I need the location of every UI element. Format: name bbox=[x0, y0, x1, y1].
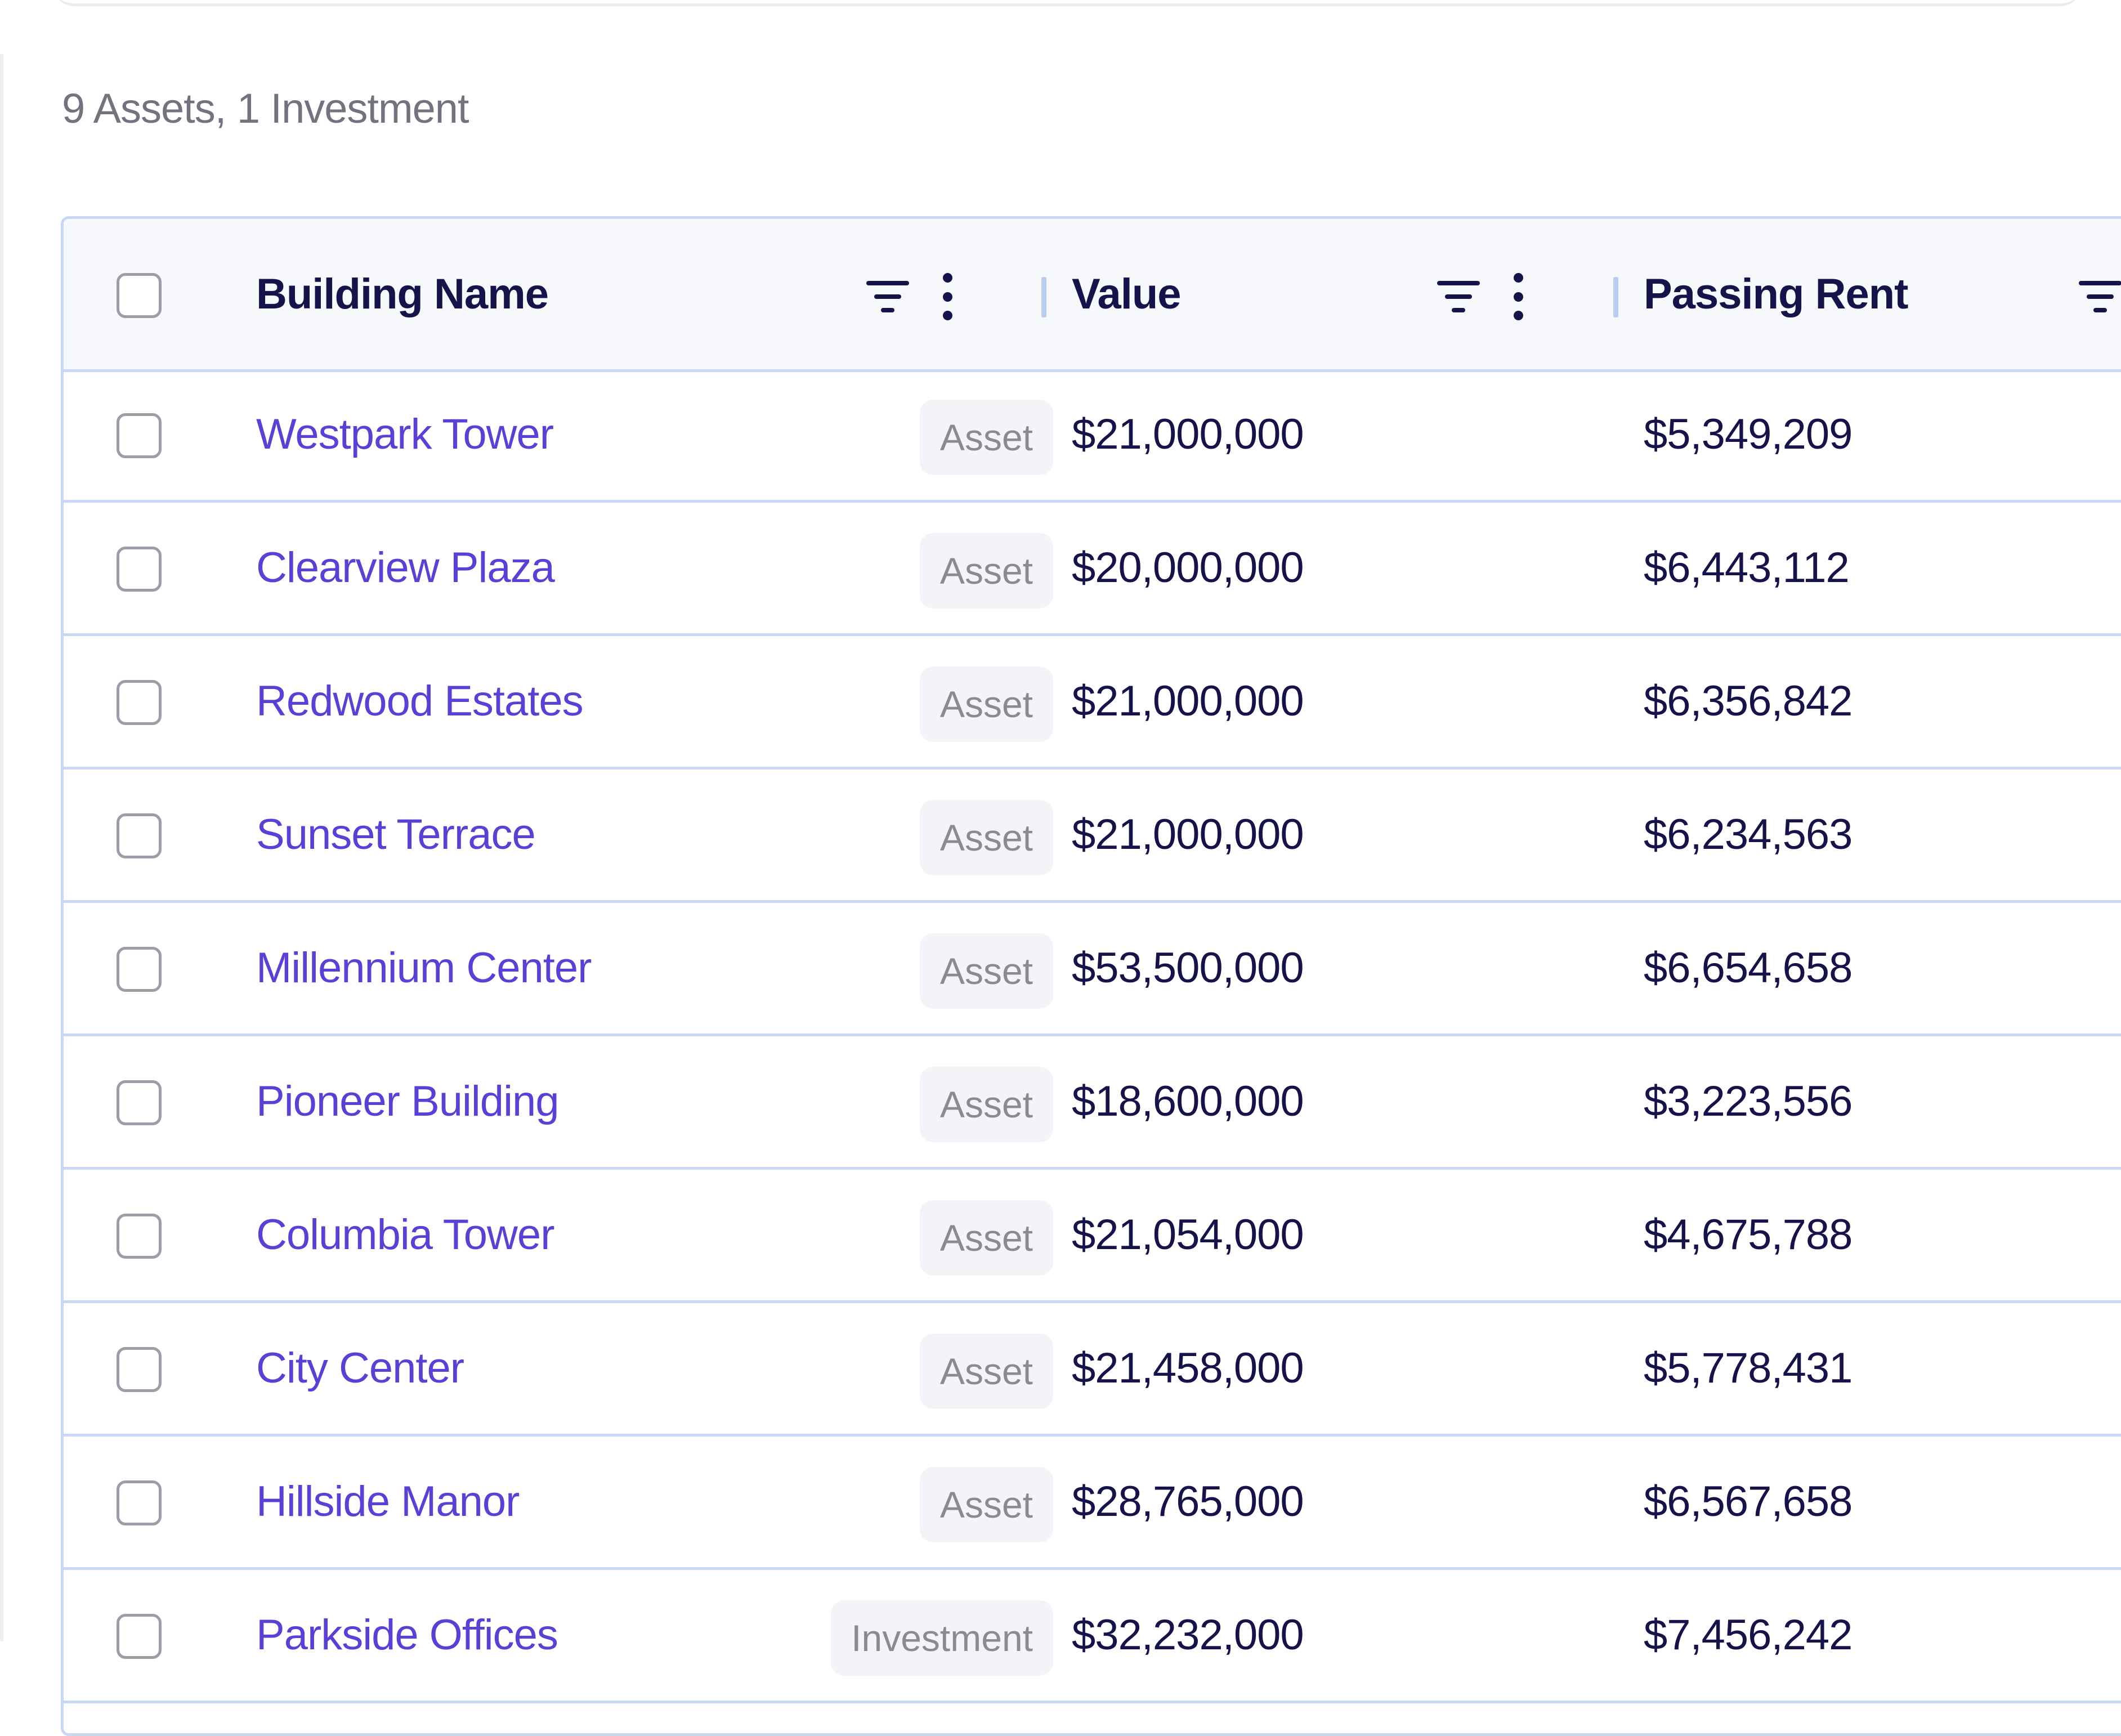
row-checkbox[interactable] bbox=[117, 1614, 162, 1659]
building-name-link[interactable]: Columbia Tower bbox=[256, 1211, 555, 1259]
passing-rent-cell: $6,356,842 bbox=[1644, 677, 1852, 725]
building-name-link[interactable]: Millennium Center bbox=[256, 944, 592, 992]
filter-icon[interactable] bbox=[1437, 280, 1480, 314]
value-cell: $32,232,000 bbox=[1072, 1611, 1304, 1659]
passing-rent-cell: $6,654,658 bbox=[1644, 944, 1852, 992]
building-name-link[interactable]: Clearview Plaza bbox=[256, 544, 555, 592]
passing-rent-cell: $7,456,242 bbox=[1644, 1611, 1852, 1659]
table-row[interactable]: Redwood Estates Asset $21,000,000 $6,356… bbox=[64, 636, 2121, 769]
table-row[interactable]: Columbia Tower Asset $21,054,000 $4,675,… bbox=[64, 1170, 2121, 1303]
table-header-row: Building Name Value Passing Rent bbox=[64, 219, 2121, 372]
passing-rent-cell: $5,778,431 bbox=[1644, 1344, 1852, 1392]
type-badge: Asset bbox=[919, 1467, 1053, 1542]
row-checkbox[interactable] bbox=[117, 680, 162, 725]
results-summary: 9 Assets, 1 Investment bbox=[62, 85, 469, 132]
type-badge-container: Asset bbox=[683, 1036, 1053, 1167]
table-row[interactable]: Clearview Plaza Asset $20,000,000 $6,443… bbox=[64, 503, 2121, 636]
type-badge-container: Asset bbox=[683, 769, 1053, 900]
type-badge: Asset bbox=[919, 533, 1053, 609]
building-name-link[interactable]: Pioneer Building bbox=[256, 1077, 559, 1125]
type-badge: Asset bbox=[919, 666, 1053, 742]
value-cell: $21,000,000 bbox=[1072, 811, 1304, 858]
row-checkbox[interactable] bbox=[117, 813, 162, 858]
value-cell: $21,000,000 bbox=[1072, 410, 1304, 458]
value-cell: $21,458,000 bbox=[1072, 1344, 1304, 1392]
type-badge-container: Asset bbox=[683, 903, 1053, 1033]
type-badge-container: Asset bbox=[683, 1303, 1053, 1434]
type-badge-container: Asset bbox=[683, 636, 1053, 767]
row-checkbox[interactable] bbox=[117, 1080, 162, 1125]
type-badge: Asset bbox=[919, 400, 1053, 475]
type-badge: Asset bbox=[919, 933, 1053, 1009]
building-name-link[interactable]: City Center bbox=[256, 1344, 464, 1392]
type-badge: Asset bbox=[919, 1334, 1053, 1409]
row-checkbox[interactable] bbox=[117, 1480, 162, 1525]
passing-rent-cell: $6,567,658 bbox=[1644, 1478, 1852, 1525]
panel-left-border bbox=[0, 54, 3, 1641]
row-checkbox[interactable] bbox=[117, 413, 162, 458]
value-cell: $28,765,000 bbox=[1072, 1478, 1304, 1525]
value-cell: $53,500,000 bbox=[1072, 944, 1304, 992]
type-badge: Asset bbox=[919, 800, 1053, 875]
vertical-dots-menu-icon[interactable] bbox=[939, 273, 956, 320]
table-row[interactable]: Millennium Center Asset $53,500,000 $6,6… bbox=[64, 903, 2121, 1036]
column-resize-handle[interactable] bbox=[1613, 277, 1618, 317]
type-badge: Investment bbox=[831, 1600, 1053, 1676]
type-badge: Asset bbox=[919, 1200, 1053, 1276]
type-badge: Asset bbox=[919, 1067, 1053, 1142]
building-name-link[interactable]: Hillside Manor bbox=[256, 1478, 520, 1525]
filter-icon[interactable] bbox=[2079, 280, 2121, 314]
type-badge-container: Asset bbox=[683, 369, 1053, 500]
passing-rent-cell: $5,349,209 bbox=[1644, 410, 1852, 458]
row-checkbox[interactable] bbox=[117, 547, 162, 592]
table-row[interactable]: Sunset Terrace Asset $21,000,000 $6,234,… bbox=[64, 769, 2121, 903]
type-badge-container: Asset bbox=[683, 503, 1053, 633]
passing-rent-cell: $6,443,112 bbox=[1644, 544, 1850, 592]
column-resize-handle[interactable] bbox=[1041, 277, 1046, 317]
building-name-link[interactable]: Redwood Estates bbox=[256, 677, 584, 725]
select-all-checkbox[interactable] bbox=[117, 273, 162, 318]
column-header-building-name[interactable]: Building Name bbox=[256, 270, 549, 318]
row-checkbox[interactable] bbox=[117, 1347, 162, 1392]
previous-card-edge bbox=[54, 0, 2080, 6]
table-row[interactable]: Hillside Manor Asset $28,765,000 $6,567,… bbox=[64, 1437, 2121, 1570]
table-row[interactable]: Parkside Offices Investment $32,232,000 … bbox=[64, 1570, 2121, 1703]
table-row[interactable]: Westpark Tower Asset $21,000,000 $5,349,… bbox=[64, 369, 2121, 503]
value-cell: $21,000,000 bbox=[1072, 677, 1304, 725]
column-header-passing-rent[interactable]: Passing Rent bbox=[1644, 270, 1908, 318]
value-cell: $20,000,000 bbox=[1072, 544, 1304, 592]
passing-rent-cell: $4,675,788 bbox=[1644, 1211, 1852, 1259]
row-checkbox[interactable] bbox=[117, 1214, 162, 1259]
building-name-link[interactable]: Parkside Offices bbox=[256, 1611, 558, 1659]
type-badge-container: Investment bbox=[683, 1570, 1053, 1701]
type-badge-container: Asset bbox=[683, 1437, 1053, 1567]
building-name-link[interactable]: Westpark Tower bbox=[256, 410, 554, 458]
row-checkbox[interactable] bbox=[117, 947, 162, 992]
value-cell: $18,600,000 bbox=[1072, 1077, 1304, 1125]
type-badge-container: Asset bbox=[683, 1170, 1053, 1300]
column-header-value[interactable]: Value bbox=[1072, 270, 1182, 318]
passing-rent-cell: $6,234,563 bbox=[1644, 811, 1852, 858]
filter-icon[interactable] bbox=[866, 280, 909, 314]
assets-table: Building Name Value Passing Rent bbox=[61, 216, 2121, 1736]
vertical-dots-menu-icon[interactable] bbox=[1510, 273, 1527, 320]
table-row[interactable]: City Center Asset $21,458,000 $5,778,431 bbox=[64, 1303, 2121, 1437]
passing-rent-cell: $3,223,556 bbox=[1644, 1077, 1852, 1125]
table-row[interactable]: Pioneer Building Asset $18,600,000 $3,22… bbox=[64, 1036, 2121, 1170]
building-name-link[interactable]: Sunset Terrace bbox=[256, 811, 536, 858]
value-cell: $21,054,000 bbox=[1072, 1211, 1304, 1259]
